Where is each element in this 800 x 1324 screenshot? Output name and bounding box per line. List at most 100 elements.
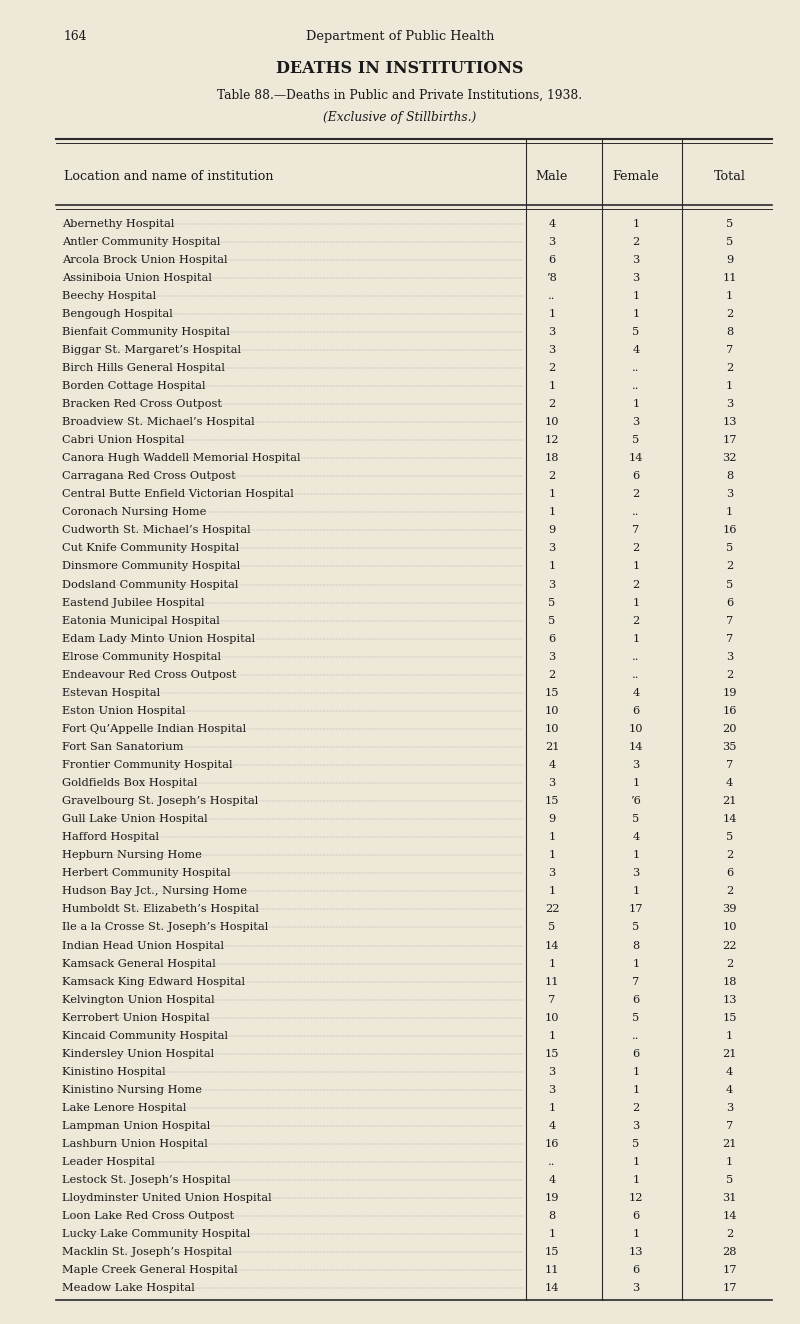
Text: 2: 2 <box>632 490 640 499</box>
Text: Humboldt St. Elizabeth’s Hospital: Humboldt St. Elizabeth’s Hospital <box>62 904 259 915</box>
Text: 1: 1 <box>726 1157 734 1166</box>
Text: 3: 3 <box>726 651 734 662</box>
Text: Elrose Community Hospital: Elrose Community Hospital <box>62 651 222 662</box>
Text: 22: 22 <box>545 904 559 915</box>
Text: 7: 7 <box>632 526 640 535</box>
Text: 1: 1 <box>632 218 640 229</box>
Text: 5: 5 <box>632 814 640 824</box>
Text: 3: 3 <box>548 869 556 878</box>
Text: Dodsland Community Hospital: Dodsland Community Hospital <box>62 580 238 589</box>
Text: 10: 10 <box>629 724 643 733</box>
Text: 1: 1 <box>548 1229 556 1239</box>
Text: 1: 1 <box>632 291 640 301</box>
Text: Edam Lady Minto Union Hospital: Edam Lady Minto Union Hospital <box>62 634 255 643</box>
Text: 11: 11 <box>545 1266 559 1275</box>
Text: Lampman Union Hospital: Lampman Union Hospital <box>62 1121 210 1131</box>
Text: 2: 2 <box>548 399 556 409</box>
Text: ..: .. <box>632 363 640 373</box>
Text: Herbert Community Hospital: Herbert Community Hospital <box>62 869 231 878</box>
Text: Coronach Nursing Home: Coronach Nursing Home <box>62 507 206 518</box>
Text: 1: 1 <box>632 1084 640 1095</box>
Text: Bracken Red Cross Outpost: Bracken Red Cross Outpost <box>62 399 222 409</box>
Text: 4: 4 <box>548 1176 556 1185</box>
Text: 15: 15 <box>545 1247 559 1258</box>
Text: Goldfields Box Hospital: Goldfields Box Hospital <box>62 779 198 788</box>
Text: Department of Public Health: Department of Public Health <box>306 30 494 44</box>
Text: Assiniboia Union Hospital: Assiniboia Union Hospital <box>62 273 212 283</box>
Text: Biggar St. Margaret’s Hospital: Biggar St. Margaret’s Hospital <box>62 346 242 355</box>
Text: 32: 32 <box>722 453 737 463</box>
Text: 5: 5 <box>726 218 734 229</box>
Text: ’6: ’6 <box>630 796 642 806</box>
Text: 9: 9 <box>548 814 556 824</box>
Text: 4: 4 <box>632 688 640 698</box>
Text: 2: 2 <box>726 561 734 572</box>
Text: 8: 8 <box>726 471 734 481</box>
Text: Birch Hills General Hospital: Birch Hills General Hospital <box>62 363 226 373</box>
Text: 1: 1 <box>632 1229 640 1239</box>
Text: 13: 13 <box>722 417 737 428</box>
Text: Indian Head Union Hospital: Indian Head Union Hospital <box>62 940 224 951</box>
Text: 4: 4 <box>548 1121 556 1131</box>
Text: 28: 28 <box>722 1247 737 1258</box>
Text: Carragana Red Cross Outpost: Carragana Red Cross Outpost <box>62 471 236 481</box>
Text: 5: 5 <box>548 597 556 608</box>
Text: Abernethy Hospital: Abernethy Hospital <box>62 218 174 229</box>
Text: 6: 6 <box>726 869 734 878</box>
Text: 9: 9 <box>548 526 556 535</box>
Text: 1: 1 <box>632 779 640 788</box>
Text: Kindersley Union Hospital: Kindersley Union Hospital <box>62 1049 214 1059</box>
Text: ..: .. <box>548 1157 556 1166</box>
Text: 4: 4 <box>548 760 556 771</box>
Text: 1: 1 <box>548 833 556 842</box>
Text: 19: 19 <box>545 1193 559 1204</box>
Text: 1: 1 <box>548 381 556 391</box>
Text: 21: 21 <box>722 796 737 806</box>
Text: 1: 1 <box>548 490 556 499</box>
Text: 1: 1 <box>632 308 640 319</box>
Text: 5: 5 <box>726 1176 734 1185</box>
Text: 4: 4 <box>632 346 640 355</box>
Text: Endeavour Red Cross Outpost: Endeavour Red Cross Outpost <box>62 670 237 679</box>
Text: Kamsack King Edward Hospital: Kamsack King Edward Hospital <box>62 977 246 986</box>
Text: ..: .. <box>632 507 640 518</box>
Text: 39: 39 <box>722 904 737 915</box>
Text: Kamsack General Hospital: Kamsack General Hospital <box>62 959 216 969</box>
Text: 21: 21 <box>722 1139 737 1149</box>
Text: Fort Qu’Appelle Indian Hospital: Fort Qu’Appelle Indian Hospital <box>62 724 246 733</box>
Text: 19: 19 <box>722 688 737 698</box>
Text: Kelvington Union Hospital: Kelvington Union Hospital <box>62 994 215 1005</box>
Text: 1: 1 <box>548 561 556 572</box>
Text: Frontier Community Hospital: Frontier Community Hospital <box>62 760 233 771</box>
Text: Cabri Union Hospital: Cabri Union Hospital <box>62 436 185 445</box>
Text: Fort San Sanatorium: Fort San Sanatorium <box>62 741 184 752</box>
Text: 7: 7 <box>632 977 640 986</box>
Text: 2: 2 <box>548 471 556 481</box>
Text: 17: 17 <box>722 1266 737 1275</box>
Text: 18: 18 <box>722 977 737 986</box>
Text: Loon Lake Red Cross Outpost: Loon Lake Red Cross Outpost <box>62 1211 234 1221</box>
Text: 3: 3 <box>548 1084 556 1095</box>
Text: 7: 7 <box>726 760 734 771</box>
Text: 1: 1 <box>632 597 640 608</box>
Text: ..: .. <box>632 651 640 662</box>
Text: 7: 7 <box>726 1121 734 1131</box>
Text: 2: 2 <box>726 850 734 861</box>
Text: Location and name of institution: Location and name of institution <box>64 169 274 183</box>
Text: Beechy Hospital: Beechy Hospital <box>62 291 157 301</box>
Text: 3: 3 <box>548 580 556 589</box>
Text: Gull Lake Union Hospital: Gull Lake Union Hospital <box>62 814 208 824</box>
Text: 11: 11 <box>722 273 737 283</box>
Text: DEATHS IN INSTITUTIONS: DEATHS IN INSTITUTIONS <box>276 60 524 77</box>
Text: 17: 17 <box>629 904 643 915</box>
Text: 4: 4 <box>632 833 640 842</box>
Text: 1: 1 <box>632 561 640 572</box>
Text: 6: 6 <box>548 634 556 643</box>
Text: Lucky Lake Community Hospital: Lucky Lake Community Hospital <box>62 1229 250 1239</box>
Text: 1: 1 <box>632 1067 640 1076</box>
Text: ..: .. <box>632 1031 640 1041</box>
Text: 5: 5 <box>632 327 640 336</box>
Text: Lloydminster United Union Hospital: Lloydminster United Union Hospital <box>62 1193 272 1204</box>
Text: 5: 5 <box>632 1013 640 1022</box>
Text: Maple Creek General Hospital: Maple Creek General Hospital <box>62 1266 238 1275</box>
